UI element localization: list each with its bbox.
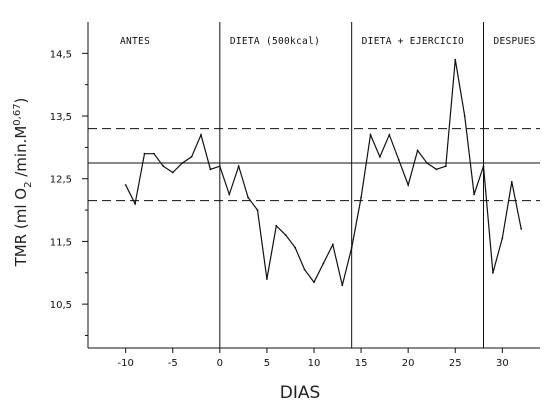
- y-tick-label: 10,5: [50, 300, 72, 311]
- data-point: [171, 171, 174, 174]
- data-point: [510, 180, 513, 183]
- data-point: [369, 133, 372, 136]
- phase-label: DIETA (500kcal): [230, 36, 320, 47]
- x-tick-label: 30: [496, 358, 509, 369]
- x-tick-label: 20: [402, 358, 415, 369]
- reference-lines: [88, 128, 540, 202]
- data-point: [275, 224, 278, 227]
- x-tick-label: 10: [308, 358, 321, 369]
- data-point: [360, 196, 362, 199]
- y-axis-title-subscript: 2: [23, 182, 34, 188]
- data-point: [181, 162, 184, 164]
- x-tick-label: 15: [355, 358, 368, 369]
- data-point: [407, 184, 410, 186]
- data-point: [501, 237, 504, 240]
- x-tick-label: 0: [217, 358, 223, 369]
- x-tick-label: 5: [264, 358, 270, 369]
- data-point: [143, 152, 146, 155]
- data-point: [124, 184, 127, 186]
- y-axis-title-prefix: TMR (ml O: [12, 188, 30, 268]
- data-point: [416, 149, 419, 152]
- data-point: [228, 193, 231, 196]
- phase-label: DIETA + EJERCICIO: [362, 36, 464, 47]
- x-tick-label: -10: [117, 358, 133, 369]
- y-tick-label: 11,5: [50, 237, 72, 248]
- data-point: [237, 165, 240, 168]
- y-axis-title-suffix: ): [12, 98, 30, 104]
- phase-dividers: ANTES DIETA (500kcal) DIETA + EJERCICIO DES…: [120, 22, 536, 348]
- plot-frame: [87, 22, 540, 349]
- data-point: [256, 209, 259, 211]
- data-point: [284, 234, 287, 237]
- data-point: [200, 133, 202, 136]
- y-tick-label: 13,5: [50, 112, 72, 123]
- data-point: [397, 159, 400, 161]
- data-point: [350, 246, 353, 249]
- data-point: [153, 152, 155, 155]
- x-tick-label: -5: [168, 358, 178, 369]
- data-point: [426, 162, 428, 164]
- data-point: [492, 271, 494, 274]
- data-point: [388, 133, 391, 136]
- y-axis-title-superscript: 0,67: [12, 103, 23, 125]
- data-point: [482, 165, 485, 168]
- data-point: [435, 168, 438, 171]
- data-point: [313, 281, 315, 284]
- phase-label: DESPUES: [494, 36, 536, 47]
- data-point: [266, 278, 268, 280]
- data-point: [247, 196, 249, 199]
- axis-ticks: -10 -5 0 5 10 15 20 25 30 10,5 11,5 12,5 13,5 14,5: [50, 49, 509, 369]
- data-point: [294, 246, 297, 249]
- data-point: [341, 284, 344, 287]
- data-point: [463, 115, 466, 117]
- data-point: [134, 202, 136, 205]
- data-point: [209, 168, 212, 171]
- y-tick-label: 14,5: [50, 49, 72, 60]
- data-point: [331, 243, 334, 246]
- x-tick-label: 25: [449, 358, 462, 369]
- data-series: [124, 58, 523, 287]
- y-axis-title-middle: /min.M: [12, 126, 30, 182]
- data-point: [379, 155, 381, 158]
- tmr-series-line: [125, 59, 522, 286]
- data-point: [303, 268, 306, 271]
- data-point: [190, 155, 193, 158]
- data-point: [473, 193, 475, 196]
- data-point: [162, 165, 165, 168]
- y-tick-label: 12,5: [50, 175, 72, 186]
- data-point: [520, 227, 523, 230]
- y-axis-title: TMR (ml O2 /min.M0,67): [12, 98, 34, 268]
- data-point: [218, 165, 221, 168]
- data-point: [454, 58, 457, 61]
- data-point: [444, 165, 447, 168]
- phase-label: ANTES: [120, 36, 150, 47]
- x-axis-title: DIAS: [280, 383, 321, 403]
- data-point: [322, 262, 325, 265]
